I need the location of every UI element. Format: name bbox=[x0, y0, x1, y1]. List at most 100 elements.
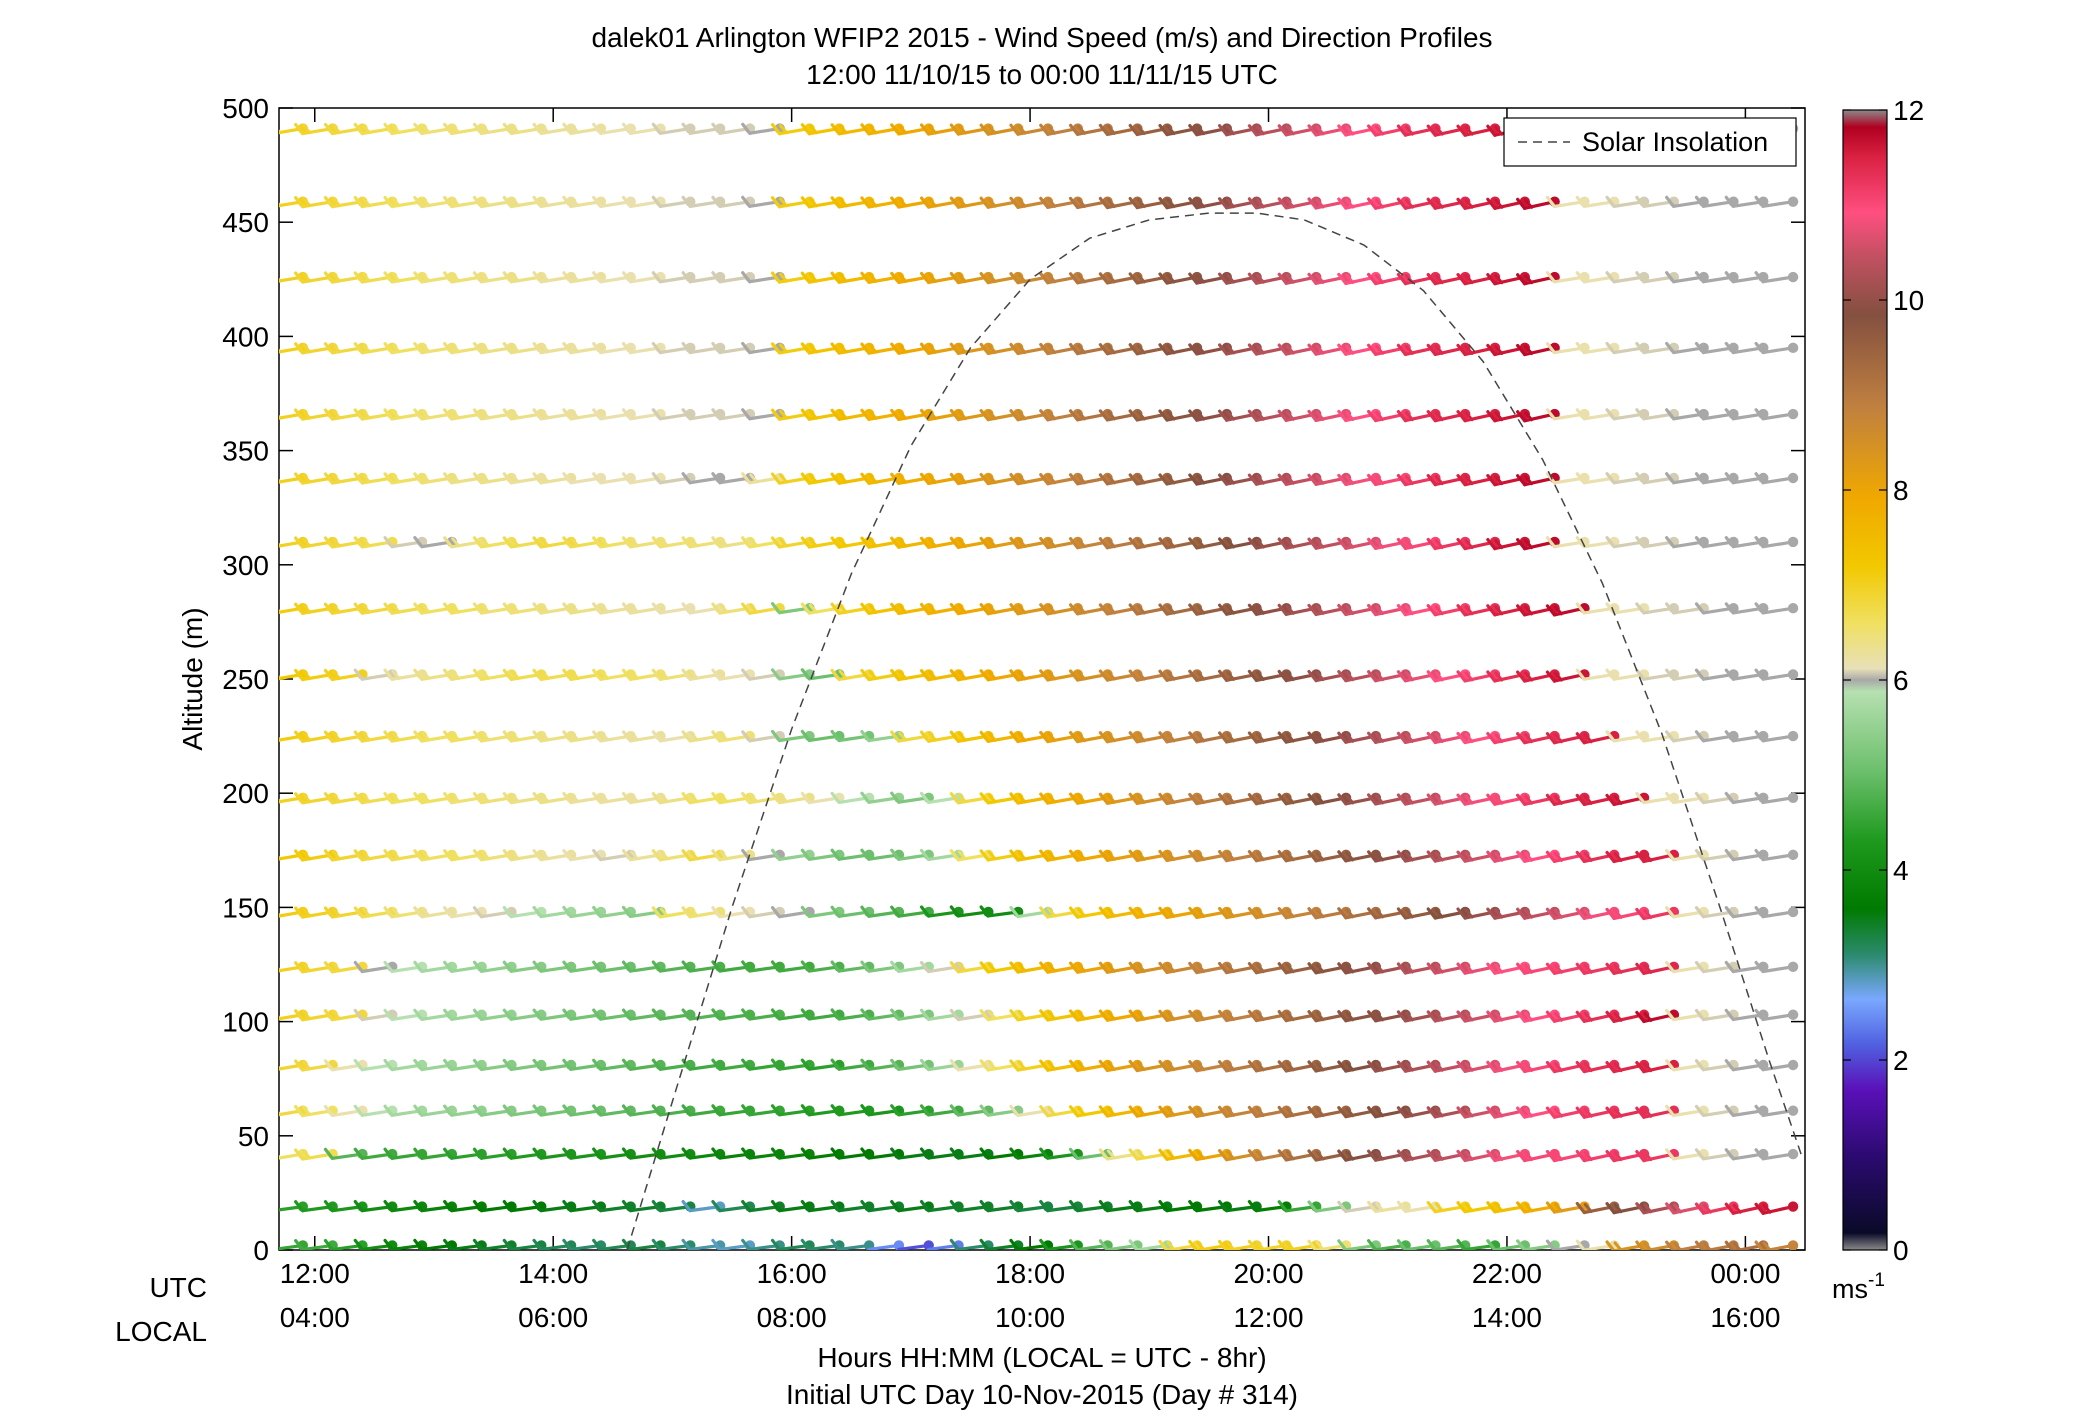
wind-barb-flag bbox=[502, 342, 513, 355]
wind-barb-flag bbox=[1494, 963, 1504, 974]
wind-barb-flag bbox=[1665, 849, 1676, 862]
wind-barb-flag bbox=[562, 271, 573, 284]
wind-barb-flag bbox=[890, 1058, 901, 1071]
wind-barb-flag bbox=[890, 1200, 901, 1213]
wind-barb-flag bbox=[808, 197, 818, 208]
wind-barb-flag bbox=[741, 602, 752, 615]
wind-barb-flag bbox=[451, 123, 461, 134]
wind-barb-flag bbox=[443, 1008, 454, 1021]
wind-barb-flag bbox=[770, 536, 782, 549]
wind-barb-flag bbox=[1545, 195, 1557, 209]
wind-barb-flag bbox=[949, 849, 960, 862]
wind-barb-flag bbox=[1375, 1201, 1385, 1212]
wind-barb-flag bbox=[1694, 849, 1706, 862]
wind-barb-flag bbox=[1277, 850, 1288, 863]
wind-barb-flag bbox=[1077, 732, 1087, 743]
wind-barb bbox=[1754, 1008, 1799, 1022]
wind-barb-flag bbox=[1426, 850, 1437, 863]
wind-barb-flag bbox=[1345, 604, 1355, 615]
wind-barb-flag bbox=[331, 124, 341, 135]
wind-barb-flag bbox=[770, 602, 782, 615]
wind-barb-flag bbox=[1434, 851, 1444, 862]
wind-barb-flag bbox=[353, 1238, 364, 1250]
wind-barb-flag bbox=[1464, 539, 1474, 550]
wind-barb-flag bbox=[331, 731, 341, 742]
wind-barb-flag bbox=[1694, 1148, 1706, 1161]
wind-barb-flag bbox=[621, 122, 633, 135]
wind-barb-flag bbox=[681, 472, 692, 485]
wind-barb-flag bbox=[1017, 474, 1027, 485]
wind-barb-flag bbox=[1464, 605, 1474, 616]
wind-barb-flag bbox=[1426, 670, 1437, 683]
wind-barb-flag bbox=[1009, 342, 1020, 356]
wind-barb-flag bbox=[1762, 1203, 1772, 1214]
wind-barb-flag bbox=[1226, 604, 1236, 615]
wind-barb-flag bbox=[741, 1238, 752, 1250]
wind-barb-flag bbox=[1217, 1239, 1229, 1250]
wind-barb-flag bbox=[502, 122, 513, 135]
wind-barb-flag bbox=[1009, 961, 1020, 974]
wind-barb-flag bbox=[1494, 851, 1504, 862]
wind-barb-flag bbox=[860, 271, 871, 284]
wind-barb-flag bbox=[1068, 123, 1080, 136]
y-tick-label: 450 bbox=[222, 207, 269, 238]
wind-barb-flag bbox=[1516, 343, 1527, 357]
wind-barb-flag bbox=[391, 669, 401, 680]
x-axis-ticks: 12:0004:0014:0006:0016:0008:0018:0010:00… bbox=[280, 108, 1780, 1333]
wind-barb-flag bbox=[1009, 536, 1020, 550]
y-tick-label: 150 bbox=[222, 892, 269, 923]
wind-barb-flag bbox=[1009, 1238, 1020, 1250]
wind-barb-flag bbox=[1047, 1106, 1057, 1117]
wind-barb-flag bbox=[1345, 794, 1355, 805]
wind-barb-flag bbox=[1277, 1200, 1288, 1213]
wind-barb-flag bbox=[1217, 124, 1229, 137]
wind-barb-flag bbox=[1337, 603, 1348, 617]
wind-barb-flag bbox=[353, 472, 364, 485]
wind-barb-flag bbox=[1226, 1106, 1236, 1117]
wind-barb-flag bbox=[1188, 961, 1199, 975]
wind-barb-flag bbox=[1524, 671, 1534, 682]
wind-barb-flag bbox=[1255, 410, 1265, 421]
wind-barb-flag bbox=[1643, 963, 1653, 974]
wind-barb-flag bbox=[1456, 907, 1467, 920]
wind-barb bbox=[1307, 1105, 1352, 1119]
x-tick-label-utc: 20:00 bbox=[1233, 1258, 1303, 1289]
wind-barb-flag bbox=[1396, 272, 1408, 286]
wind-barb-flag bbox=[1396, 197, 1408, 210]
wind-barb-flag bbox=[890, 342, 901, 355]
wind-barb-flag bbox=[741, 1200, 752, 1213]
wind-barb-flag bbox=[1277, 669, 1288, 683]
wind-barb-flag bbox=[502, 602, 513, 615]
wind-barb-flag bbox=[681, 408, 692, 421]
wind-barb-flag bbox=[1128, 849, 1139, 862]
wind-barb-flag bbox=[1217, 1060, 1229, 1073]
wind-barb-flag bbox=[361, 409, 371, 420]
wind-barb-flag bbox=[331, 907, 341, 918]
wind-barb-flag bbox=[1136, 732, 1146, 743]
wind-barb-flag bbox=[592, 1058, 603, 1071]
wind-barb-flag bbox=[1068, 409, 1080, 422]
wind-barb-flag bbox=[949, 123, 960, 136]
wind-barb-flag bbox=[1188, 1148, 1199, 1162]
wind-barb-flag bbox=[1396, 410, 1408, 423]
wind-barb-flag bbox=[949, 536, 960, 549]
wind-barb-flag bbox=[1605, 1106, 1616, 1119]
wind-barb-flag bbox=[1106, 732, 1116, 743]
wind-barb-flag bbox=[1017, 793, 1027, 804]
wind-barb-flag bbox=[383, 906, 394, 919]
wind-barb-flag bbox=[472, 1238, 484, 1250]
wind-barb-flag bbox=[353, 1008, 364, 1022]
wind-barb-flag bbox=[681, 1238, 692, 1250]
wind-barb-flag bbox=[1524, 274, 1534, 285]
wind-barb-flag bbox=[1724, 1202, 1735, 1215]
wind-barb-flag bbox=[331, 409, 341, 420]
wind-barb-flag bbox=[1255, 344, 1265, 355]
wind-barb-flag bbox=[1345, 344, 1355, 355]
wind-barb-flag bbox=[1226, 1061, 1236, 1072]
wind-barb-flag bbox=[451, 409, 461, 420]
wind-barb-flag bbox=[1017, 604, 1027, 615]
wind-barb-flag bbox=[1307, 1200, 1318, 1213]
wind-barb-flag bbox=[979, 1104, 990, 1117]
wind-barb-flag bbox=[1605, 668, 1616, 681]
wind-barb-flag bbox=[361, 272, 371, 283]
